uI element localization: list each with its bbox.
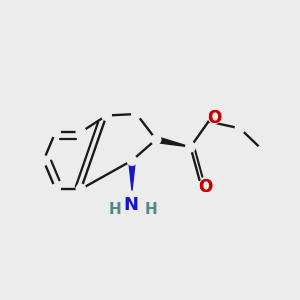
Circle shape [76,184,86,194]
Text: O: O [207,109,222,127]
Circle shape [258,145,267,155]
Text: H: H [109,202,122,217]
Circle shape [151,135,161,144]
Polygon shape [155,136,190,147]
Circle shape [39,156,48,165]
Text: O: O [207,109,222,127]
Text: O: O [198,178,213,196]
Text: O: O [198,178,213,196]
Circle shape [51,127,60,137]
Circle shape [200,182,211,194]
Circle shape [127,156,137,165]
Circle shape [76,127,86,137]
Circle shape [235,124,245,133]
Circle shape [132,109,141,119]
Polygon shape [129,160,135,190]
Text: N: N [123,196,138,214]
Circle shape [208,112,220,124]
Circle shape [102,111,111,120]
Circle shape [51,184,60,194]
Circle shape [186,142,195,152]
Text: H: H [145,202,158,217]
